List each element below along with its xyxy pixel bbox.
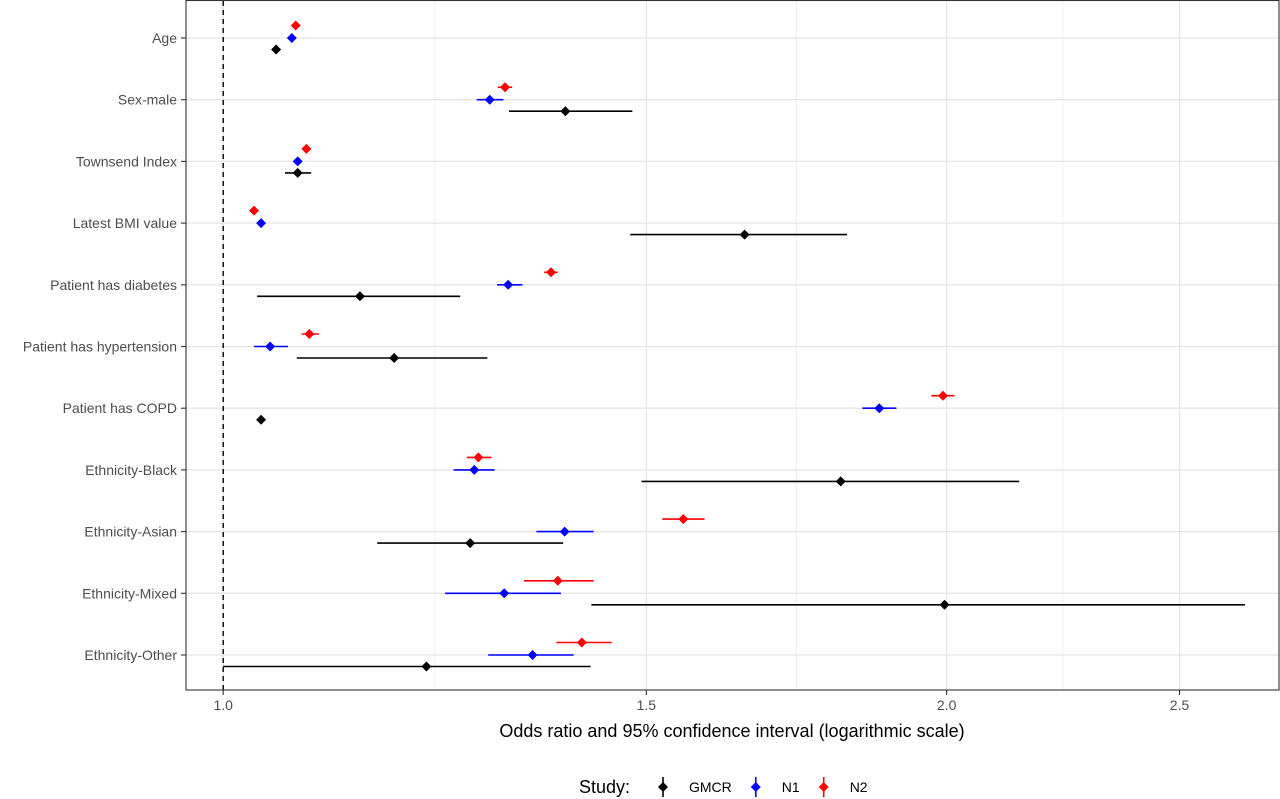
y-tick-label-ethnicity-mixed: Ethnicity-Mixed (82, 585, 177, 601)
x-tick-label: 2.0 (937, 697, 957, 713)
legend-item-n1: N1 (750, 777, 800, 797)
point-gmcr-patient-has-diabetes (354, 291, 365, 302)
x-tick-label: 1.0 (213, 697, 233, 713)
point-gmcr-patient-has-copd (256, 414, 267, 425)
point-n1-patient-has-diabetes (503, 279, 514, 290)
point-gmcr-age (271, 44, 282, 55)
legend: Study: GMCR N1 N2 (579, 777, 868, 797)
grid-lines (186, 1, 1279, 690)
y-tick-label-patient-has-copd: Patient has COPD (63, 400, 177, 416)
legend-label-n1: N1 (782, 779, 800, 795)
point-gmcr-patient-has-hypertension (389, 353, 400, 363)
point-gmcr-ethnicity-black (835, 476, 846, 487)
y-tick-label-latest-bmi-value: Latest BMI value (73, 215, 177, 231)
legend-label-n2: N2 (850, 779, 868, 795)
y-tick-label-townsend-index: Townsend Index (76, 153, 177, 169)
x-axis: 1.0 1.5 2.0 2.5 (213, 690, 1189, 713)
point-gmcr-ethnicity-other (421, 661, 432, 672)
point-n1-age (286, 33, 297, 43)
plot-panel-border (185, 0, 1280, 691)
legend-key-marker (658, 782, 668, 792)
x-tick-label: 2.5 (1170, 697, 1190, 713)
point-n2-latest-bmi-value (249, 205, 260, 216)
point-n1-townsend-index (292, 156, 303, 167)
x-axis-title: Odds ratio and 95% confidence interval (… (499, 721, 964, 741)
series-layer (223, 20, 1246, 672)
legend-key-marker (818, 782, 829, 792)
point-n1-ethnicity-asian (559, 526, 570, 537)
point-n1-sex-male (484, 94, 495, 105)
point-gmcr-sex-male (560, 106, 571, 117)
y-tick-label-sex-male: Sex-male (118, 92, 177, 108)
point-n2-age (290, 20, 301, 31)
x-tick-label: 1.5 (637, 697, 657, 713)
point-n1-patient-has-hypertension (265, 341, 276, 352)
point-n2-patient-has-hypertension (304, 329, 315, 339)
y-tick-label-patient-has-diabetes: Patient has diabetes (50, 277, 177, 293)
y-tick-label-ethnicity-asian: Ethnicity-Asian (84, 524, 177, 540)
point-gmcr-ethnicity-mixed (939, 599, 950, 610)
legend-label-gmcr: GMCR (689, 779, 732, 795)
point-n1-ethnicity-black (469, 464, 480, 475)
series-n1 (254, 33, 897, 660)
point-gmcr-townsend-index (292, 167, 303, 178)
plot-background (186, 0, 1280, 690)
legend-key-marker (750, 782, 761, 792)
legend-item-gmcr: GMCR (658, 777, 732, 797)
y-axis: Age Sex-male Townsend Index Latest BMI valu… (23, 30, 186, 663)
point-n1-latest-bmi-value (256, 218, 267, 229)
series-gmcr (223, 44, 1246, 672)
point-n2-townsend-index (301, 143, 312, 154)
legend-title: Study: (579, 777, 630, 797)
series-n2 (249, 20, 955, 648)
y-tick-label-age: Age (152, 30, 177, 46)
point-n2-sex-male (500, 82, 511, 93)
legend-item-n2: N2 (818, 777, 868, 797)
point-n1-patient-has-copd (874, 403, 885, 414)
point-n2-patient-has-copd (937, 390, 948, 401)
point-n2-ethnicity-mixed (552, 575, 563, 586)
point-n2-patient-has-diabetes (545, 267, 556, 278)
y-tick-label-ethnicity-black: Ethnicity-Black (85, 462, 178, 478)
point-gmcr-latest-bmi-value (739, 229, 750, 240)
point-gmcr-ethnicity-asian (465, 538, 476, 549)
y-tick-label-ethnicity-other: Ethnicity-Other (84, 647, 177, 663)
point-n2-ethnicity-black (473, 452, 484, 463)
point-n1-ethnicity-mixed (499, 588, 510, 599)
point-n2-ethnicity-other (576, 637, 587, 648)
y-tick-label-patient-has-hypertension: Patient has hypertension (23, 339, 177, 355)
point-n1-ethnicity-other (527, 650, 538, 660)
point-n2-ethnicity-asian (678, 514, 689, 525)
